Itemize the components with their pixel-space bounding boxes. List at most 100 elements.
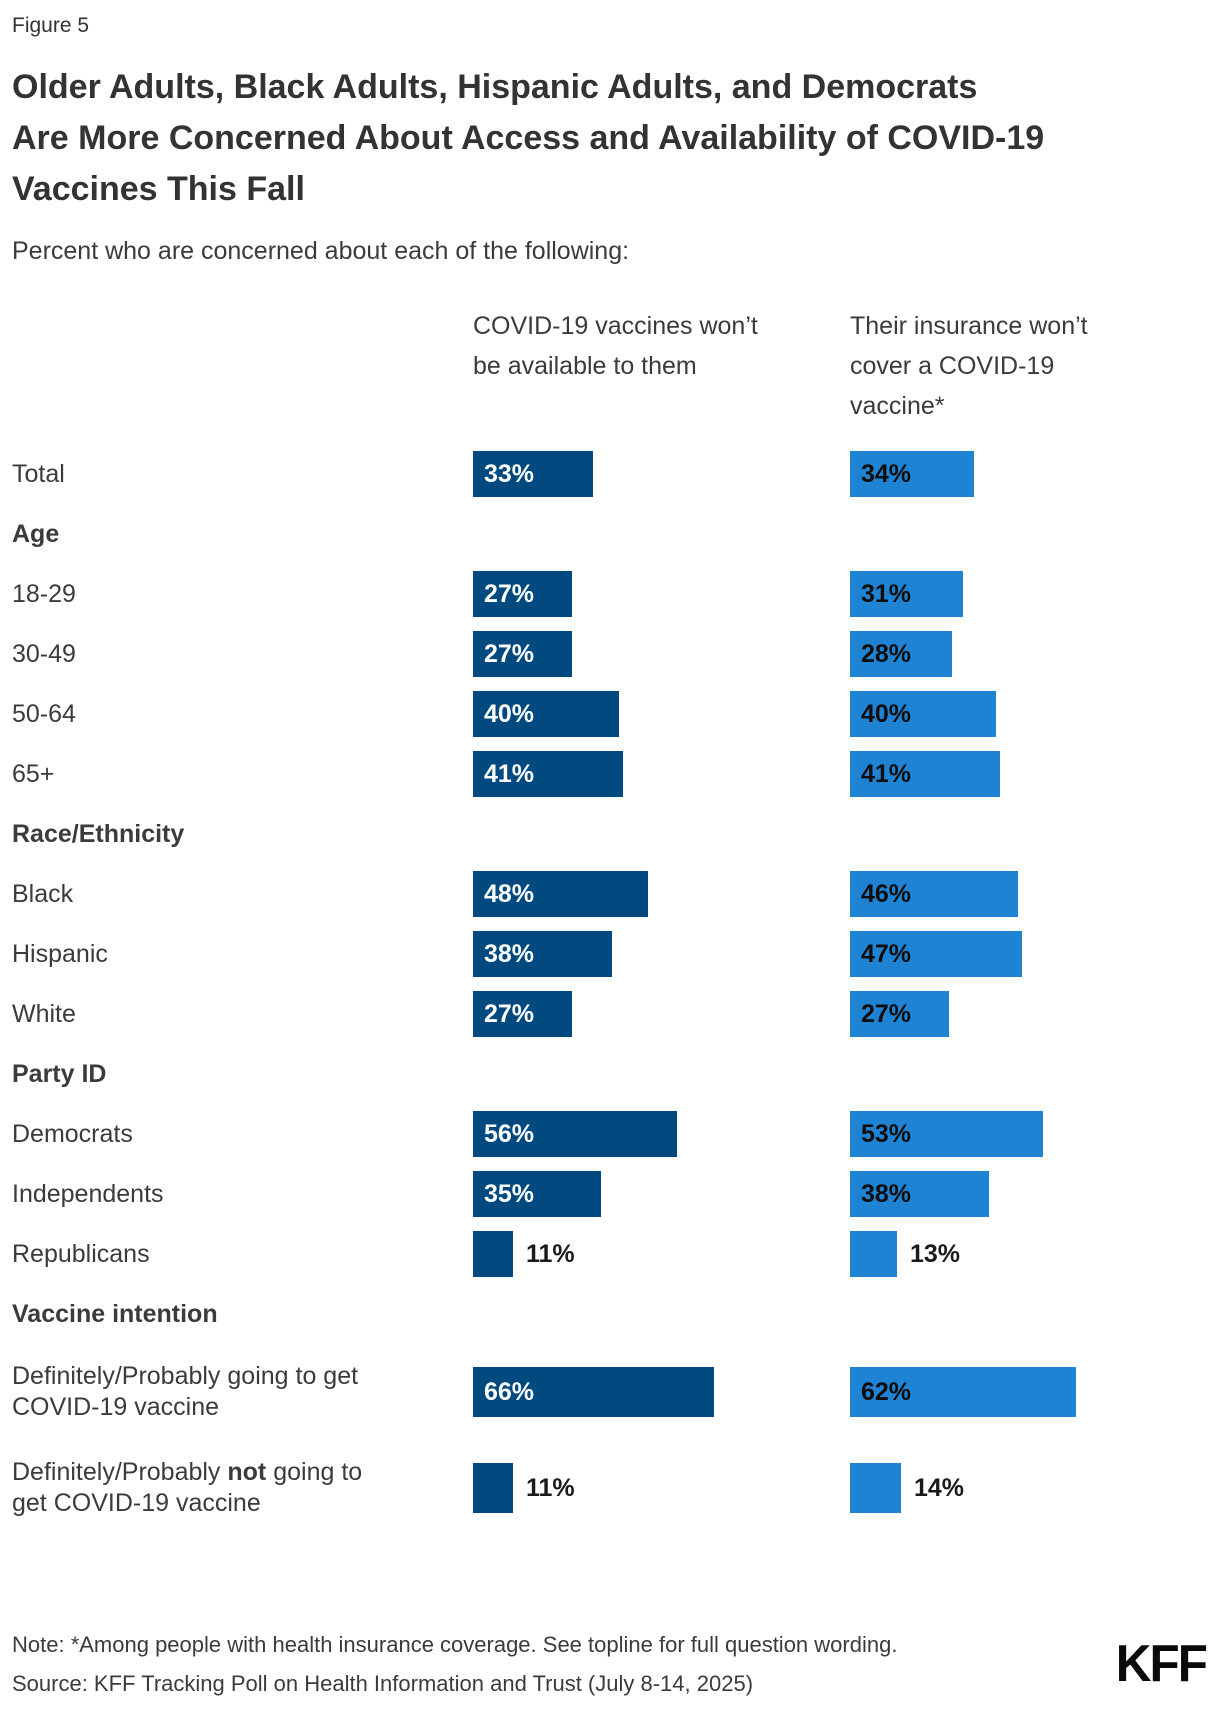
- bar-value-label: 53%: [861, 1119, 912, 1148]
- bar-cell-col2: 31%: [850, 564, 1208, 624]
- bar-series2: 53%: [850, 1111, 1043, 1157]
- bar-cell-col2: 41%: [850, 744, 1208, 804]
- bar-series1: 38%: [473, 931, 612, 977]
- section-row: Vaccine intention: [12, 1284, 1208, 1344]
- section-header-label: Vaccine intention: [12, 1299, 218, 1328]
- bar-cell-col2: 27%: [850, 984, 1208, 1044]
- row-label: 50-64: [12, 699, 76, 728]
- row-label: Hispanic: [12, 939, 108, 968]
- bar-series1: 56%: [473, 1111, 677, 1157]
- section-row: Race/Ethnicity: [12, 804, 1208, 864]
- bar-value-label: 27%: [484, 999, 535, 1028]
- bar-cell-col1: 33%: [473, 444, 850, 504]
- data-row: 50-64 40% 40%: [12, 684, 1208, 744]
- section-row: Party ID: [12, 1044, 1208, 1104]
- bar-cell-col1: 27%: [473, 624, 850, 684]
- column-header-insurance: Their insurance won’t cover a COVID-19 v…: [850, 312, 1088, 420]
- bar-series2: 38%: [850, 1171, 989, 1217]
- bar-cell-col1: 41%: [473, 744, 850, 804]
- row-label: White: [12, 999, 76, 1028]
- bar-cell-col1: 66%: [473, 1344, 850, 1440]
- section-row: Age: [12, 504, 1208, 564]
- bar-series2: 34%: [850, 451, 974, 497]
- bar-value-label: 28%: [861, 639, 912, 668]
- row-label: Definitely/Probably not going to get COV…: [12, 1458, 363, 1517]
- bar-value-label: 38%: [484, 939, 535, 968]
- section-header-label: Party ID: [12, 1059, 107, 1088]
- title-line-1: Older Adults, Black Adults, Hispanic Adu…: [12, 68, 978, 106]
- data-row: Total 33% 34%: [12, 444, 1208, 504]
- note-text: Note: *Among people with health insuranc…: [12, 1632, 898, 1657]
- column-header-spacer: [12, 306, 473, 426]
- bar-cell-col2: 38%: [850, 1164, 1208, 1224]
- column-header-availability: COVID-19 vaccines won’t be available to …: [473, 312, 758, 380]
- bar-series1: 35%: [473, 1171, 601, 1217]
- bar-value-label: 56%: [484, 1119, 535, 1148]
- bar-series1: 40%: [473, 691, 619, 737]
- row-label: 18-29: [12, 579, 76, 608]
- data-row: Independents 35% 38%: [12, 1164, 1208, 1224]
- bar-value-label: 13%: [910, 1239, 961, 1268]
- column-headers: COVID-19 vaccines won’t be available to …: [12, 306, 1208, 426]
- row-label: Definitely/Probably going to get COVID-1…: [12, 1362, 359, 1421]
- page-title: Older Adults, Black Adults, Hispanic Adu…: [12, 62, 1162, 215]
- row-label: Independents: [12, 1179, 164, 1208]
- row-label: Democrats: [12, 1119, 133, 1148]
- bar-value-label: 27%: [861, 999, 912, 1028]
- row-label: Republicans: [12, 1239, 150, 1268]
- bar-cell-col1: 56%: [473, 1104, 850, 1164]
- bar-series2: 27%: [850, 991, 949, 1037]
- bar-series1: 27%: [473, 571, 572, 617]
- bar-cell-col1: 40%: [473, 684, 850, 744]
- row-label: 30-49: [12, 639, 76, 668]
- bar-value-label: 11%: [526, 1239, 575, 1268]
- bar-cell-col1: 35%: [473, 1164, 850, 1224]
- bar-value-label: 31%: [861, 579, 912, 608]
- bar-value-label: 14%: [914, 1473, 965, 1502]
- data-row: 65+ 41% 41%: [12, 744, 1208, 804]
- section-header-label: Age: [12, 519, 60, 548]
- bar-series2: 46%: [850, 871, 1018, 917]
- bar-value-label: 27%: [484, 579, 535, 608]
- bar-cell-col2: 14%: [850, 1440, 1208, 1536]
- data-row: Definitely/Probably going to get COVID-1…: [12, 1344, 1208, 1440]
- bar-series2: 31%: [850, 571, 963, 617]
- bar-value-label: 66%: [484, 1377, 535, 1406]
- data-row: 30-49 27% 28%: [12, 624, 1208, 684]
- section-header-label: Race/Ethnicity: [12, 819, 185, 848]
- bar-cell-col1: 27%: [473, 564, 850, 624]
- data-row: Republicans 11% 13%: [12, 1224, 1208, 1284]
- bar-series1: 27%: [473, 631, 572, 677]
- bar-value-label: 27%: [484, 639, 535, 668]
- title-line-3: Vaccines This Fall: [12, 170, 305, 208]
- bar-cell-col2: 28%: [850, 624, 1208, 684]
- bar-series2: 40%: [850, 691, 996, 737]
- subtitle: Percent who are concerned about each of …: [12, 237, 630, 265]
- row-label: Black: [12, 879, 74, 908]
- bar-value-label: 40%: [861, 699, 912, 728]
- data-row: White 27% 27%: [12, 984, 1208, 1044]
- bar-value-label: 35%: [484, 1179, 535, 1208]
- bar-series2: 28%: [850, 631, 952, 677]
- bar-cell-col2: 13%: [850, 1224, 1208, 1284]
- data-row: Democrats 56% 53%: [12, 1104, 1208, 1164]
- data-row: Definitely/Probably not going to get COV…: [12, 1440, 1208, 1536]
- bar-value-label: 41%: [861, 759, 912, 788]
- bar-cell-col2: 46%: [850, 864, 1208, 924]
- bar-value-label: 62%: [861, 1377, 912, 1406]
- data-row: Hispanic 38% 47%: [12, 924, 1208, 984]
- bar-series2: [850, 1231, 897, 1277]
- bar-cell-col2: 53%: [850, 1104, 1208, 1164]
- bar-cell-col1: 11%: [473, 1224, 850, 1284]
- bar-cell-col2: 40%: [850, 684, 1208, 744]
- bar-series1: 66%: [473, 1367, 714, 1417]
- bar-series1: 48%: [473, 871, 648, 917]
- bar-value-label: 11%: [526, 1473, 575, 1502]
- bar-series1: [473, 1231, 513, 1277]
- bar-cell-col1: 11%: [473, 1440, 850, 1536]
- figure-label: Figure 5: [12, 14, 90, 37]
- bar-series1: 27%: [473, 991, 572, 1037]
- bar-series2: [850, 1463, 901, 1513]
- bar-value-label: 47%: [861, 939, 912, 968]
